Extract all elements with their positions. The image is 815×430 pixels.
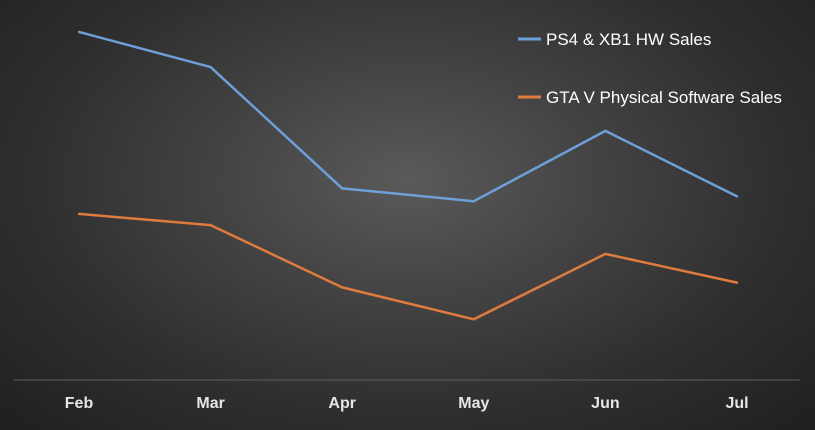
series-line-1 <box>78 30 738 203</box>
series-2-point-feb <box>77 212 81 216</box>
series-2-point-may <box>472 318 475 321</box>
legend: PS4 & XB1 HW Sales GTA V Physical Softwar… <box>518 30 782 107</box>
x-tick-label-feb: Feb <box>65 395 94 412</box>
series-1-point-apr <box>341 187 344 190</box>
series-1-point-feb <box>77 30 81 34</box>
x-tick-label-mar: Mar <box>196 395 224 412</box>
series-layer <box>77 30 739 321</box>
x-tick-label-jun: Jun <box>591 395 619 412</box>
x-tick-label-apr: Apr <box>328 395 356 412</box>
series-2-point-jul <box>735 281 739 284</box>
series-1-point-jun <box>604 129 607 133</box>
series-1-point-mar <box>209 65 212 69</box>
series-line-2 <box>78 212 738 321</box>
series-2-point-mar <box>209 223 212 227</box>
legend-label-2: GTA V Physical Software Sales <box>546 88 782 107</box>
legend-label-1: PS4 & XB1 HW Sales <box>546 30 711 49</box>
series-2-point-apr <box>341 286 344 289</box>
series-2-point-jun <box>604 252 607 256</box>
x-tick-label-may: May <box>458 395 489 412</box>
series-1-point-may <box>472 200 475 203</box>
series-1-point-jul <box>735 195 739 198</box>
x-axis-ticks: Feb Mar Apr May Jun Jul <box>65 395 749 412</box>
x-tick-label-jul: Jul <box>725 395 748 412</box>
